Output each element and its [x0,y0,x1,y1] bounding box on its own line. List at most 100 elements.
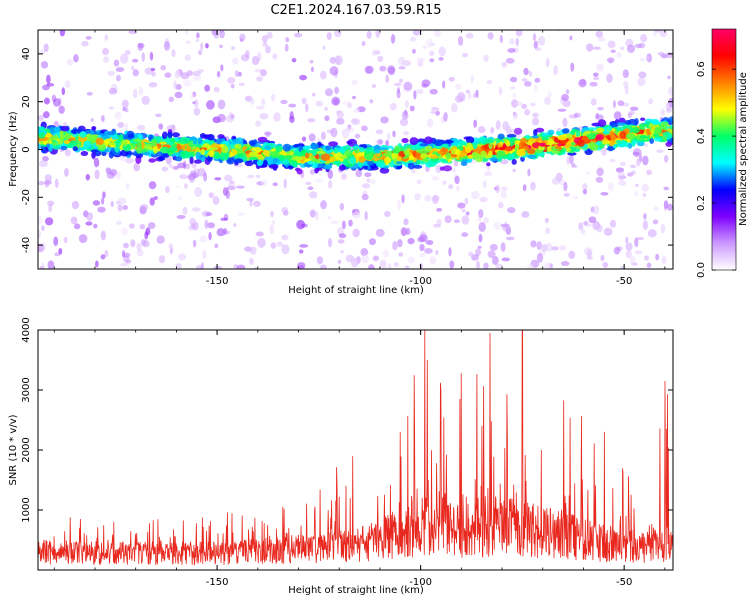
heatmap-speckle [568,250,576,259]
heatmap-cell [507,155,513,160]
heatmap-speckle [231,46,236,50]
heatmap-speckle [223,227,228,236]
heatmap-cell [480,150,487,157]
heatmap-speckle [362,183,371,189]
heatmap-cell [395,161,403,165]
heatmap-cell [444,139,454,144]
heatmap-cell [53,126,61,132]
heatmap-speckle [419,243,425,252]
figure-title: C2E1.2024.167.03.59.R15 [270,3,441,18]
heatmap-speckle [122,106,126,112]
heatmap-cell [143,151,150,156]
heatmap-speckle [521,78,528,82]
heatmap-speckle [657,51,665,56]
heatmap-speckle [398,56,406,66]
heatmap-speckle [324,106,329,112]
heatmap-speckle [527,168,531,177]
heatmap-speckle [202,249,207,260]
heatmap-speckle [208,192,215,199]
heatmap-speckle [366,178,370,183]
heatmap-cell [95,137,104,146]
heatmap-speckle [589,81,598,87]
heatmap-speckle [397,199,401,210]
heatmap-speckle [533,40,538,49]
heatmap-speckle [115,74,121,82]
heatmap-speckle [208,232,212,241]
heatmap-speckle [596,224,603,233]
heatmap-speckle [330,220,340,225]
heatmap-speckle [429,88,438,95]
heatmap-cell [235,137,244,146]
heatmap-cell [194,159,202,164]
heatmap-cell [100,135,111,140]
heatmap-speckle [429,256,437,265]
heatmap-speckle [403,218,409,226]
heatmap-speckle [147,222,156,230]
heatmap-speckle [328,180,333,189]
heatmap-speckle [236,264,246,269]
heatmap-speckle [174,69,181,79]
heatmap-speckle [174,91,183,99]
heatmap-speckle [442,180,447,185]
heatmap-speckle [667,75,671,80]
colorbar-label: Normalized spectral amplitude [738,72,749,226]
heatmap-speckle [301,136,307,142]
heatmap-speckle [515,101,523,106]
heatmap-cell [272,157,279,163]
heatmap-speckle [136,248,144,257]
heatmap-speckle [64,168,69,177]
heatmap-speckle [595,114,604,121]
heatmap-cell [114,145,120,153]
heatmap-speckle [158,123,164,130]
heatmap-speckle [308,191,318,199]
heatmap-cell [237,153,247,157]
heatmap-speckle [380,116,389,124]
heatmap-speckle [663,155,669,163]
heatmap-speckle [249,257,254,266]
heatmap-speckle [341,220,346,230]
heatmap-speckle [398,252,404,257]
heatmap-cell [437,151,447,155]
heatmap-cell [148,158,156,163]
heatmap-speckle [478,208,484,219]
heatmap-cell [106,131,117,136]
heatmap-cell [651,120,660,126]
heatmap-cell [343,157,350,166]
heatmap-speckle [184,54,191,61]
heatmap-speckle [94,169,100,180]
heatmap-speckle [238,82,246,86]
heatmap-cell [200,156,206,163]
heatmap-speckle [361,254,369,264]
heatmap-speckle [534,77,541,83]
heatmap-speckle [545,227,550,235]
heatmap-speckle [85,36,92,40]
heatmap-speckle [435,249,439,256]
heatmap-cell [175,156,183,162]
heatmap-speckle [509,86,516,90]
heatmap-cell [90,149,100,153]
heatmap-speckle [128,30,138,35]
heatmap-speckle [398,78,403,83]
heatmap-speckle [424,247,433,254]
heatmap-speckle [455,83,462,90]
heatmap-speckle [629,164,637,168]
heatmap-speckle [100,230,107,241]
heatmap-speckle [245,50,250,59]
heatmap-speckle [233,223,237,227]
heatmap-speckle [345,126,354,133]
heatmap-speckle [312,92,316,97]
heatmap-cell [424,136,433,145]
heatmap-speckle [353,107,360,113]
heatmap-speckle [432,223,442,228]
heatmap-cell [375,161,386,168]
heatmap-cell [488,142,493,150]
heatmap-speckle [457,35,464,46]
heatmap-speckle [308,133,316,142]
heatmap-speckle [613,246,621,255]
heatmap-speckle [173,80,177,90]
heatmap-speckle [216,228,226,237]
heatmap-cell [646,128,651,135]
heatmap-speckle [401,194,405,204]
heatmap-cell [77,135,88,142]
heatmap-speckle [47,260,55,269]
